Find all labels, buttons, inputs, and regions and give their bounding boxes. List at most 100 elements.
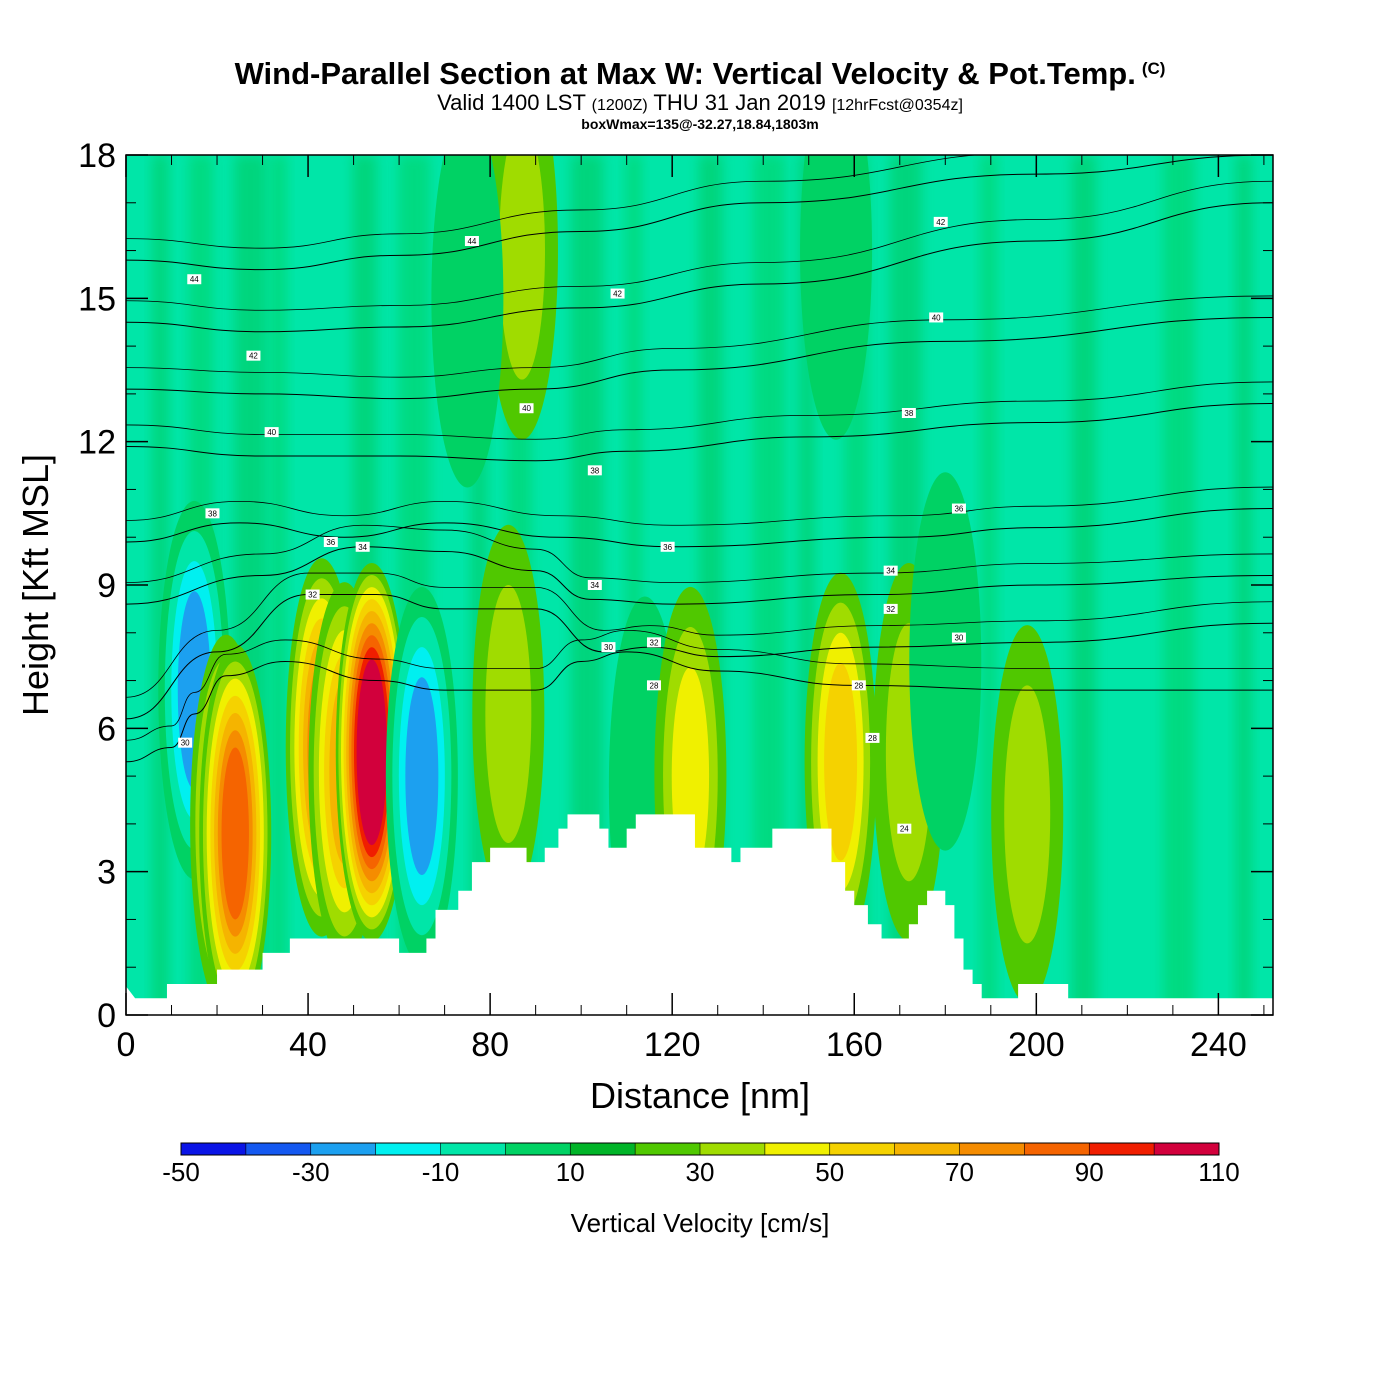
contour-label-text: 38 — [590, 466, 599, 475]
contour-label: 36 — [660, 541, 675, 552]
velocity-contour-fill — [1004, 685, 1051, 944]
theta-contour-38 — [126, 402, 1273, 462]
colorbar-tick-label: 30 — [686, 1157, 715, 1187]
contour-label: 40 — [264, 427, 279, 438]
contour-label-bg — [323, 537, 338, 547]
contour-label-bg — [646, 637, 661, 648]
velocity-stripe — [1162, 155, 1195, 1015]
velocity-contour-fill — [498, 155, 545, 380]
velocity-contour-fill — [800, 155, 873, 440]
contour-label-bg — [901, 408, 916, 418]
y-tick-label: 6 — [97, 710, 116, 748]
contour-label: 44 — [464, 236, 479, 246]
contour-label-text: 42 — [249, 352, 258, 361]
contour-label-bg — [610, 288, 625, 299]
contour-label: 28 — [646, 680, 661, 691]
velocity-contour-fill — [909, 472, 982, 851]
contour-label-bg — [933, 216, 948, 227]
theta-contour-minor — [126, 381, 1273, 440]
theta-contour-minor — [126, 486, 1273, 526]
contour-label: 30 — [951, 632, 966, 643]
colorbar: -50 -30 -10 10 30 50 70 90 110 — [162, 1142, 1240, 1187]
contour-label-bg — [355, 541, 370, 552]
y-tick-label: 0 — [97, 997, 116, 1035]
contour-label-text: 38 — [208, 509, 217, 518]
chart-title: Wind-Parallel Section at Max W: Vertical… — [0, 50, 1400, 93]
contour-label-text: 30 — [954, 634, 963, 643]
colorbar-tick-label: -10 — [422, 1157, 460, 1187]
contour-label-bg — [587, 465, 602, 476]
contour-label: 30 — [178, 737, 193, 748]
contour-label: 38 — [205, 508, 220, 519]
contour-label-text: 34 — [358, 543, 367, 552]
theta-contour-minor — [126, 572, 1273, 698]
contour-label-text: 24 — [900, 825, 909, 834]
theta-contour-40 — [126, 316, 1273, 400]
contour-label-text: 38 — [904, 409, 913, 418]
contour-label-bg — [205, 508, 220, 519]
contour-label: 28 — [865, 732, 880, 743]
contour-label-text: 34 — [886, 567, 895, 576]
contour-label-text: 28 — [854, 681, 863, 690]
contour-label: 40 — [519, 403, 534, 414]
contour-label-text: 40 — [267, 428, 276, 437]
colorbar-swatch — [440, 1143, 506, 1155]
contour-label-bg — [305, 589, 320, 600]
x-axis-label: Distance [nm] — [590, 1075, 810, 1116]
valid-zulu: (1200Z) — [591, 97, 648, 114]
contour-label-bg — [660, 541, 675, 552]
contour-label-bg — [519, 403, 534, 414]
theta-contour-minor — [126, 629, 1273, 741]
colorbar-swatch — [570, 1143, 636, 1155]
contour-label-bg — [246, 350, 261, 361]
colorbar-swatch — [635, 1143, 701, 1155]
contour-label-text: 32 — [886, 605, 895, 614]
contour-label-bg — [883, 565, 898, 576]
y-axis-label: Height [Kft MSL] — [15, 454, 56, 716]
theta-contour-30 — [126, 651, 1273, 763]
contour-label-text: 32 — [308, 591, 317, 600]
contour-label-text: 40 — [932, 313, 941, 322]
contour-label: 24 — [897, 823, 912, 834]
velocity-contour-fill — [405, 677, 439, 876]
contour-label: 36 — [951, 503, 966, 514]
contour-label-bg — [851, 680, 866, 691]
contour-label-bg — [178, 737, 193, 748]
contour-label-bg — [587, 580, 602, 590]
colorbar-tick-label: -30 — [292, 1157, 330, 1187]
contour-label: 36 — [323, 537, 338, 547]
forecast-info: [12hrFcst@0354z] — [831, 97, 963, 114]
contour-labels: 44 44 42 42 42 40 40 40 38 38 38 36 36 36 34 34 34 32 32 32… — [178, 216, 966, 834]
x-tick-label: 160 — [826, 1026, 883, 1064]
colorbar-swatch — [1024, 1143, 1090, 1155]
contour-label: 42 — [246, 350, 261, 361]
contour-label-text: 42 — [613, 290, 622, 299]
contour-label-bg — [865, 732, 880, 743]
contour-label-text: 28 — [650, 681, 659, 690]
velocity-contour-fill — [824, 662, 858, 861]
contour-label-bg — [929, 312, 944, 323]
y-tick-label: 15 — [78, 280, 116, 318]
y-tick-label: 3 — [97, 854, 116, 892]
contour-label: 32 — [646, 637, 661, 648]
plot-area: 44 44 42 42 42 40 40 40 38 38 38 36 36 36 34 34 34 32 32 32… — [126, 155, 1273, 1015]
y-tick-label: 9 — [97, 567, 116, 605]
velocity-stripe — [270, 155, 287, 1015]
theta-contours — [126, 155, 1273, 763]
colorbar-swatch — [959, 1143, 1025, 1155]
theta-contour-minor — [126, 180, 1273, 311]
contour-label-text: 44 — [190, 275, 199, 284]
theta-contour-36 — [126, 508, 1273, 548]
contour-label: 38 — [901, 408, 916, 418]
contour-label-bg — [464, 236, 479, 246]
contour-label-text: 34 — [590, 581, 599, 590]
colorbar-swatch — [375, 1143, 441, 1155]
velocity-contour-fill — [485, 585, 532, 843]
contour-label: 42 — [933, 216, 948, 227]
colorbar-swatch — [245, 1143, 312, 1155]
colorbar-tick-label: 70 — [945, 1157, 974, 1187]
valid-date: THU 31 Jan 2019 — [653, 90, 826, 115]
colorbar-tick-label: 10 — [556, 1157, 585, 1187]
y-tick-label: 18 — [78, 137, 116, 175]
